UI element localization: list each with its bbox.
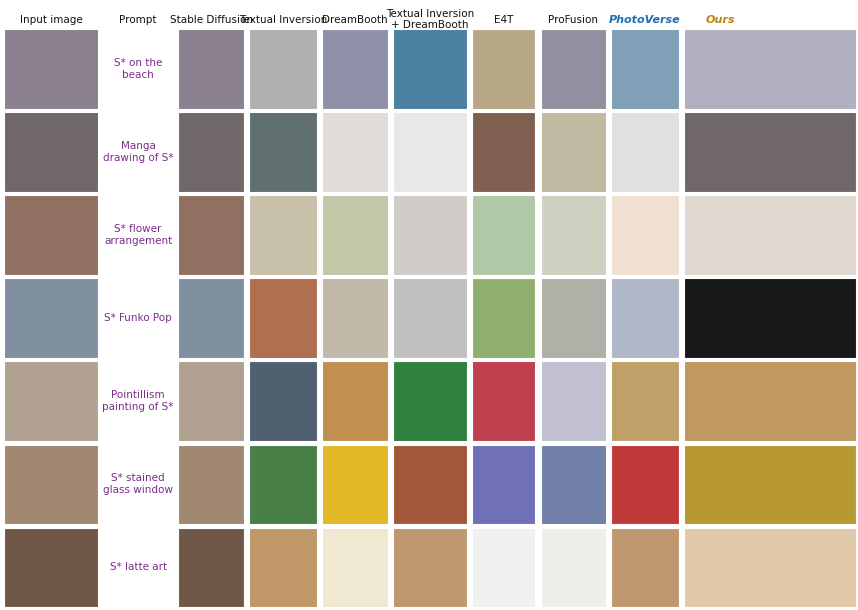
- Text: S* flower
arrangement: S* flower arrangement: [104, 224, 172, 246]
- Text: E4T: E4T: [494, 15, 513, 24]
- Bar: [322, 362, 388, 441]
- Bar: [541, 445, 606, 524]
- Bar: [4, 195, 98, 274]
- Bar: [393, 29, 467, 109]
- Bar: [178, 112, 244, 192]
- Bar: [472, 445, 535, 524]
- Text: S* Funko Pop: S* Funko Pop: [105, 313, 172, 323]
- Text: Input image: Input image: [20, 15, 82, 24]
- Bar: [178, 445, 244, 524]
- Bar: [322, 278, 388, 358]
- Bar: [322, 528, 388, 607]
- Bar: [684, 278, 856, 358]
- Bar: [472, 362, 535, 441]
- Bar: [4, 29, 98, 109]
- Bar: [684, 195, 856, 274]
- Text: Pointillism
painting of S*: Pointillism painting of S*: [102, 390, 174, 412]
- Bar: [611, 278, 679, 358]
- Bar: [472, 112, 535, 192]
- Bar: [249, 528, 317, 607]
- Text: Textual Inversion: Textual Inversion: [239, 15, 327, 24]
- Bar: [541, 278, 606, 358]
- Text: DreamBooth: DreamBooth: [322, 15, 388, 24]
- Bar: [611, 29, 679, 109]
- Bar: [541, 29, 606, 109]
- Bar: [249, 362, 317, 441]
- Bar: [249, 445, 317, 524]
- Bar: [249, 112, 317, 192]
- Text: Textual Inversion
+ DreamBooth: Textual Inversion + DreamBooth: [386, 9, 474, 30]
- Bar: [611, 445, 679, 524]
- Bar: [393, 528, 467, 607]
- Bar: [4, 528, 98, 607]
- Bar: [393, 278, 467, 358]
- Bar: [472, 195, 535, 274]
- Bar: [4, 278, 98, 358]
- Bar: [322, 445, 388, 524]
- Bar: [322, 112, 388, 192]
- Text: S* on the
beach: S* on the beach: [114, 58, 162, 80]
- Bar: [684, 29, 856, 109]
- Bar: [472, 278, 535, 358]
- Bar: [249, 195, 317, 274]
- Bar: [393, 445, 467, 524]
- Text: ProFusion: ProFusion: [548, 15, 598, 24]
- Text: Stable Diffusion: Stable Diffusion: [170, 15, 252, 24]
- Bar: [611, 362, 679, 441]
- Bar: [472, 29, 535, 109]
- Bar: [4, 362, 98, 441]
- Bar: [178, 195, 244, 274]
- Bar: [322, 195, 388, 274]
- Text: Manga
drawing of S*: Manga drawing of S*: [103, 142, 173, 163]
- Bar: [611, 195, 679, 274]
- Bar: [684, 112, 856, 192]
- Bar: [611, 528, 679, 607]
- Text: PhotoVerse: PhotoVerse: [609, 15, 680, 24]
- Bar: [472, 528, 535, 607]
- Bar: [541, 528, 606, 607]
- Text: S* stained
glass window: S* stained glass window: [103, 473, 173, 495]
- Text: Prompt: Prompt: [119, 15, 157, 24]
- Bar: [393, 195, 467, 274]
- Bar: [178, 29, 244, 109]
- Bar: [4, 112, 98, 192]
- Bar: [684, 445, 856, 524]
- Bar: [541, 112, 606, 192]
- Bar: [393, 362, 467, 441]
- Bar: [178, 278, 244, 358]
- Bar: [4, 445, 98, 524]
- Bar: [249, 29, 317, 109]
- Bar: [684, 362, 856, 441]
- Bar: [611, 112, 679, 192]
- Bar: [541, 195, 606, 274]
- Text: S* latte art: S* latte art: [110, 562, 166, 572]
- Bar: [684, 528, 856, 607]
- Bar: [178, 362, 244, 441]
- Bar: [322, 29, 388, 109]
- Text: Ours: Ours: [706, 15, 735, 24]
- Bar: [393, 112, 467, 192]
- Bar: [541, 362, 606, 441]
- Bar: [249, 278, 317, 358]
- Bar: [178, 528, 244, 607]
